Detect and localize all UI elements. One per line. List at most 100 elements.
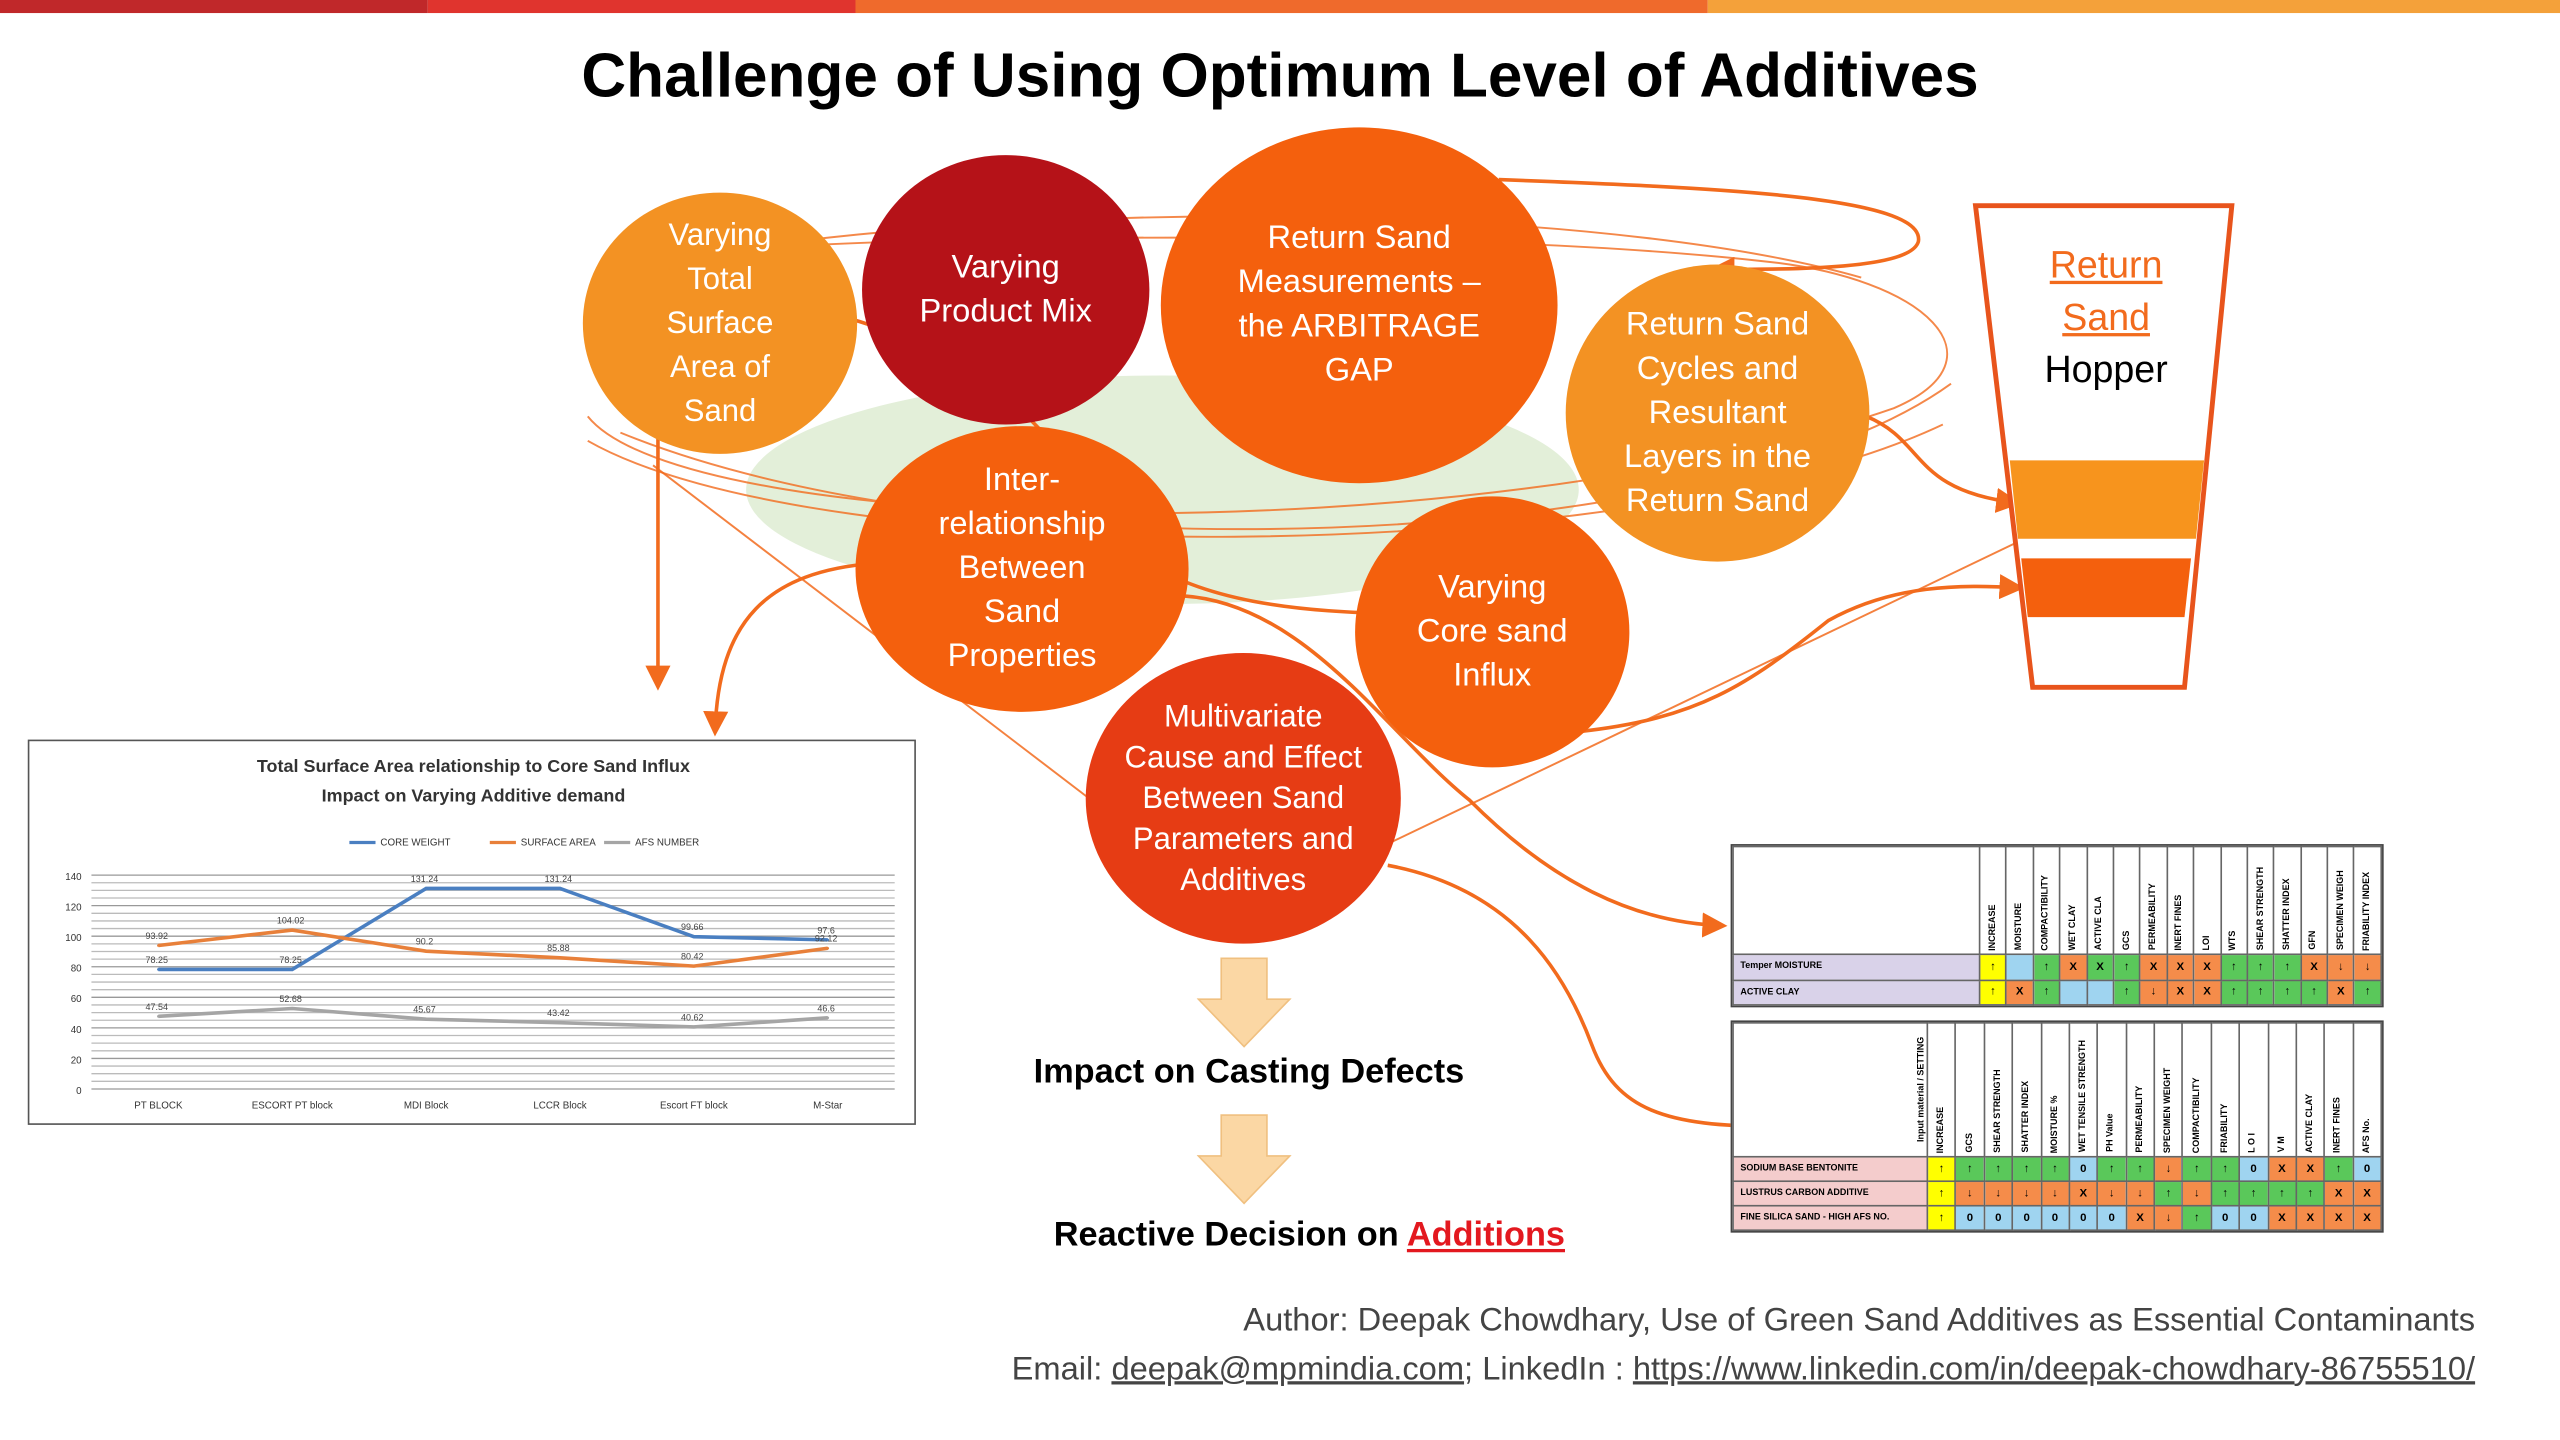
circle-multivariate-label: Multivariate Cause and Effect Between Sa…	[1124, 699, 1362, 898]
table-cell: X	[2352, 1204, 2383, 1232]
table-header-cell: LOI	[2192, 845, 2222, 956]
accent-bar-1	[0, 0, 428, 14]
table-cell: 0	[2096, 1204, 2127, 1232]
table-cell: ↓	[2011, 1180, 2042, 1207]
email-link[interactable]: deepak@mpmindia.com	[1111, 1351, 1465, 1388]
data-point	[424, 949, 428, 953]
y-tick-label: 20	[71, 1055, 82, 1066]
table-header-cell: ACTIVE CLA	[2085, 845, 2115, 956]
table-cell: X	[2059, 953, 2088, 981]
data-point	[826, 946, 830, 950]
decision-label: Reactive Decision on Additions	[980, 1216, 1640, 1255]
hopper-layer-lower	[2021, 558, 2192, 618]
table-row-label: Temper MOISTURE	[1732, 953, 1981, 981]
table-cell: ↑	[2181, 1155, 2212, 1183]
table-header-cell: AFS No.	[2352, 1022, 2383, 1158]
data-label: 43.42	[547, 1008, 569, 1018]
table-cell: X	[2295, 1155, 2326, 1183]
linkedin-label: ; LinkedIn :	[1464, 1351, 1633, 1388]
table-header-cell: SHEAR STRENGTH	[1983, 1022, 2014, 1158]
series-line	[158, 1006, 828, 1029]
table-cell: X	[2326, 978, 2356, 1006]
data-label: 47.54	[146, 1002, 168, 1012]
table-cell	[2005, 953, 2034, 981]
table-cell: 0	[2068, 1155, 2099, 1183]
circle-core-sand: Varying Core sand Influx	[1355, 496, 1630, 768]
circle-return-cycles: Return Sand Cycles and Resultant Layers …	[1565, 264, 1870, 562]
table-header-cell: SPECIMEN WEIGH	[2326, 845, 2356, 956]
table-cell: ↓	[2125, 1180, 2156, 1207]
table-cell: 0	[2039, 1204, 2071, 1232]
property-table: Input material / SETTING INCREASE GCS SHEAR…	[1732, 1022, 2383, 1232]
data-point	[157, 968, 160, 971]
hopper-link-sand[interactable]: Sand	[2062, 295, 2150, 338]
table-cell: X	[2166, 953, 2195, 981]
table-cell: ↑	[2273, 978, 2302, 1006]
y-tick-label: 80	[71, 964, 82, 975]
x-tick-label: LCCR Block	[533, 1101, 586, 1112]
table-row: ACTIVE CLAY ↑ X ↑ ↑ ↓ X X ↑ ↑ ↑ ↑ X ↑	[1732, 978, 2383, 1006]
sand-property-table-2: Input material / SETTING INCREASE GCS SHEAR…	[1730, 1020, 2384, 1233]
series-line	[158, 928, 828, 968]
table-header-cell: GCS	[1954, 1022, 1985, 1158]
table-cell: ↑	[2273, 953, 2302, 981]
table-row-label: LUSTRUS CARBON ADDITIVE	[1732, 1180, 1929, 1207]
data-label: 78.25	[279, 955, 301, 965]
data-point	[558, 887, 562, 890]
table-header-cell: MOISTURE	[2005, 845, 2034, 956]
table-cell: ↓	[2353, 953, 2383, 981]
data-point	[290, 928, 294, 932]
table-cell: ↓	[2326, 953, 2356, 981]
data-label: 46.6	[817, 1003, 834, 1013]
down-arrow-1	[1196, 957, 1292, 1048]
table-cell: 0	[2011, 1204, 2042, 1232]
chart-plot: 0 20 40 60 80 100 120 140 PT BLOCK ESCORT PT bloc…	[65, 838, 895, 1112]
circle-product-mix: Varying Product Mix	[862, 155, 1150, 425]
data-point	[692, 935, 696, 939]
linkedin-link[interactable]: https://www.linkedin.com/in/deepak-chowd…	[1632, 1351, 2476, 1388]
table-cell: X	[2005, 978, 2034, 1006]
table-cell: X	[2139, 953, 2168, 981]
table-cell: ↑	[2219, 978, 2249, 1006]
table-header-cell: WTS	[2219, 845, 2249, 956]
data-label: 45.67	[413, 1005, 435, 1015]
table-cell: ↓	[1954, 1180, 1985, 1207]
table-cell: ↑	[2112, 978, 2141, 1006]
table-cell: ↑	[2219, 953, 2249, 981]
data-label: 78.25	[146, 955, 168, 965]
table-cell: ↓	[2153, 1155, 2184, 1183]
table-cell: X	[2323, 1180, 2354, 1207]
legend-label: AFS NUMBER	[635, 838, 699, 849]
table-cell: X	[2068, 1180, 2099, 1207]
table-cell: X	[2352, 1180, 2383, 1207]
circle-multivariate: Multivariate Cause and Effect Between Sa…	[1085, 653, 1401, 944]
table-header-cell: SHATTER INDEX	[2011, 1022, 2042, 1158]
table-cell: ↑	[2246, 978, 2275, 1006]
y-tick-label: 100	[65, 933, 82, 944]
table-cell: ↓	[2096, 1180, 2127, 1207]
table-header-cell: MOISTURE %	[2039, 1022, 2071, 1158]
table-cell: ↑	[1926, 1155, 1957, 1183]
table-cell: ↓	[2039, 1180, 2071, 1207]
legend-label: CORE WEIGHT	[380, 838, 450, 849]
impact-label: Impact on Casting Defects	[1033, 1053, 1465, 1091]
data-label: 104.02	[277, 916, 304, 926]
table-cell: ↑	[1926, 1204, 1957, 1232]
data-point	[157, 1015, 160, 1018]
table-row: Temper MOISTURE ↑ ↑ X X ↑ X X X ↑ ↑ ↑ X ↓ ↓	[1732, 953, 2383, 981]
table-row-label: SODIUM BASE BENTONITE	[1732, 1155, 1929, 1183]
table-cell: ↑	[1978, 953, 2008, 981]
table-header-cell: PERMEABILITY	[2125, 1022, 2156, 1158]
table-cell: ↑	[1978, 978, 2008, 1006]
table-header-cell: INCREASE	[1978, 845, 2008, 956]
decision-label-highlight[interactable]: Additions	[1406, 1216, 1565, 1254]
legend-label: SURFACE AREA	[521, 838, 596, 849]
circle-core-sand-label: Varying Core sand Influx	[1416, 568, 1568, 694]
x-tick-label: ESCORT PT block	[252, 1101, 333, 1112]
table-header-cell: FRIABILITY	[2210, 1022, 2241, 1158]
data-label: 85.88	[547, 943, 569, 953]
hopper-link-return[interactable]: Return	[2049, 243, 2163, 286]
circle-return-measurements: Return Sand Measurements – the ARBITRAGE…	[1160, 127, 1558, 484]
table-corner	[1732, 845, 1981, 956]
table-cell: X	[2266, 1204, 2297, 1232]
